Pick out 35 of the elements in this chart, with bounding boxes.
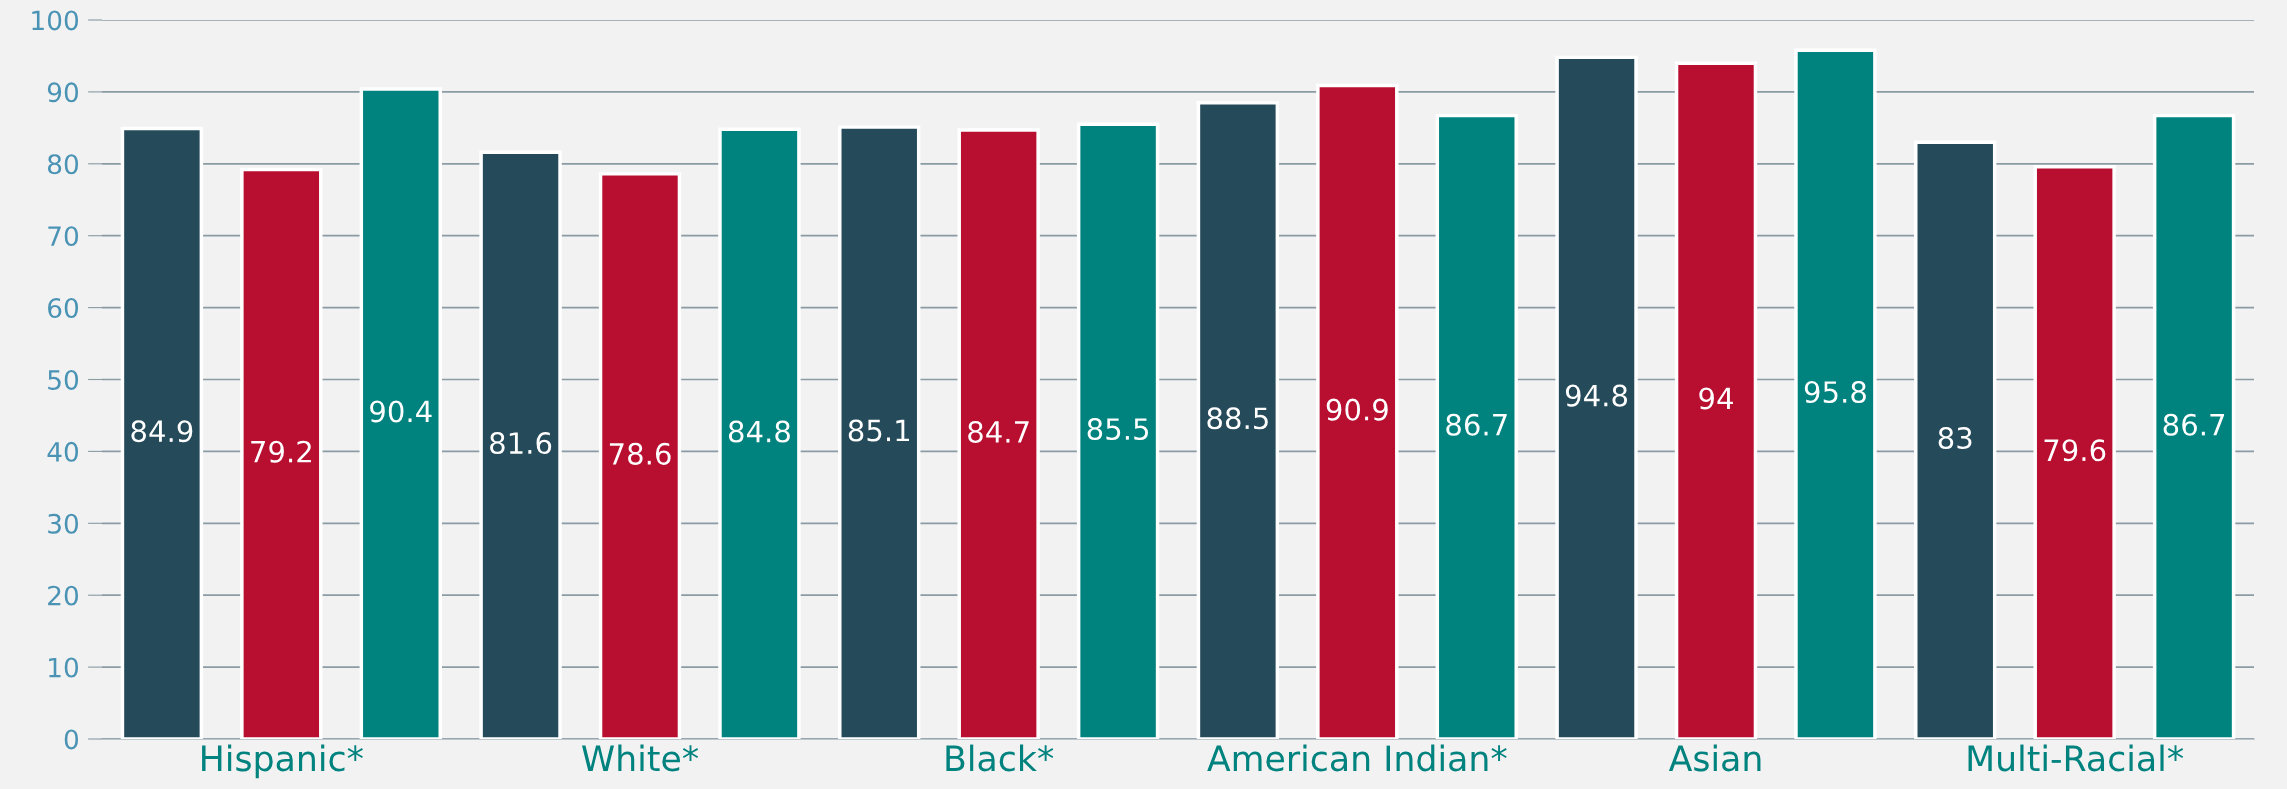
x-tick-label: Asian xyxy=(1668,744,1761,772)
data-label: 85.1 xyxy=(848,419,910,442)
y-tick-label: 30 xyxy=(48,513,79,534)
y-tick-label: 60 xyxy=(48,298,79,318)
data-label: 84.7 xyxy=(968,420,1029,443)
data-label: 90.4 xyxy=(370,400,432,423)
y-tick-label: 40 xyxy=(47,441,79,462)
data-label: 94 xyxy=(1699,387,1733,410)
y-tick-label: 0 xyxy=(64,729,79,750)
data-label: 94.8 xyxy=(1565,384,1628,407)
x-tick-label: Black* xyxy=(946,744,1054,772)
data-label: 84.9 xyxy=(131,420,193,443)
data-label: 90.9 xyxy=(1326,398,1388,421)
data-label: 88.5 xyxy=(1207,407,1268,430)
data-label: 85.5 xyxy=(1087,418,1149,441)
data-label: 86.7 xyxy=(1446,413,1507,436)
data-label: 79.2 xyxy=(251,440,311,463)
x-tick-label: Multi-Racial* xyxy=(1968,744,2184,772)
x-tick-label: Hispanic* xyxy=(202,744,363,779)
y-tick-label: 70 xyxy=(48,226,79,247)
data-label: 81.6 xyxy=(490,432,552,455)
x-tick-label: White* xyxy=(581,744,699,772)
y-tick-label: 50 xyxy=(48,369,79,390)
y-tick-label: 20 xyxy=(48,585,79,606)
x-tick-label: American Indian* xyxy=(1207,744,1507,772)
data-label: 79.6 xyxy=(2044,439,2106,462)
data-label: 83 xyxy=(1938,427,1972,450)
data-label: 86.7 xyxy=(2163,413,2225,436)
data-label: 95.8 xyxy=(1804,381,1866,404)
y-tick-label: 80 xyxy=(47,154,79,175)
y-tick-label: 100 xyxy=(32,10,79,31)
y-tick-label: 90 xyxy=(47,82,79,103)
data-label: 84.8 xyxy=(728,420,790,443)
data-label: 78.6 xyxy=(609,442,671,465)
y-tick-label: 10 xyxy=(49,657,79,678)
